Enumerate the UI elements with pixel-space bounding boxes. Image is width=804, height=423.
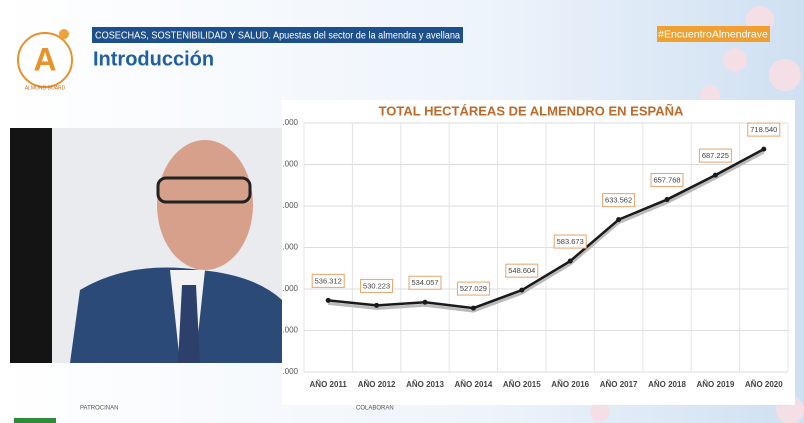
x-tick-label: AÑO 2013 [406, 380, 444, 389]
x-tick-label: AÑO 2017 [600, 380, 638, 389]
point [664, 197, 670, 203]
video [10, 128, 282, 363]
data-label: 527.029 [460, 284, 487, 293]
y-tick-label: 450.000 [269, 367, 298, 376]
x-tick-label: AÑO 2014 [455, 380, 493, 389]
x-tick-label: AÑO 2015 [503, 380, 541, 389]
point [761, 146, 767, 152]
sponsor-logo [14, 418, 56, 423]
data-label: 548.604 [508, 266, 535, 275]
y-tick-label: 600.000 [269, 243, 298, 252]
logo [17, 32, 73, 88]
data-label-box [408, 275, 442, 290]
data-label-box [698, 148, 732, 163]
x-tick-label: AÑO 2020 [745, 380, 783, 389]
data-label: 534.057 [411, 278, 438, 287]
y-tick-label: 550.000 [269, 284, 298, 293]
point [422, 299, 428, 305]
point [712, 172, 718, 178]
x-tick-label: AÑO 2016 [551, 380, 589, 389]
footer-left: PATROCINAN [80, 406, 118, 412]
chart-panel [282, 100, 795, 405]
x-tick-label: AÑO 2012 [358, 380, 396, 389]
hashtag: #EncuentroAlmendrave [658, 28, 768, 40]
y-tick-label: 700.000 [269, 160, 298, 169]
point [374, 302, 380, 308]
footer-right: COLABORAN [356, 406, 394, 412]
data-label-box [311, 273, 345, 288]
point [616, 217, 622, 223]
x-tick-label: AÑO 2011 [310, 380, 348, 389]
data-label: 657.768 [653, 176, 680, 185]
banner-text: COSECHAS, SOSTENIBILIDAD Y SALUD. Apuest… [95, 29, 460, 41]
data-label: 536.312 [315, 276, 342, 285]
data-label: 687.225 [702, 151, 729, 160]
point [567, 258, 573, 264]
x-tick-label: AÑO 2019 [697, 380, 735, 389]
logo-dot [59, 29, 69, 39]
y-tick-label: 500.000 [269, 326, 298, 335]
data-label-box [505, 263, 539, 278]
point [325, 297, 331, 303]
y-tick-label: 650.000 [269, 201, 298, 210]
point [519, 287, 525, 293]
plot: 450.000 500.000 550.000 600.000 650.000 700.0… [269, 118, 789, 389]
section-title: Introducción [93, 48, 214, 70]
data-label-box [747, 122, 781, 137]
banner-box [92, 27, 463, 43]
chart-title: TOTAL HECTÁREAS DE ALMENDRO EN ESPAÑA [379, 103, 684, 118]
data-label-box [360, 278, 394, 293]
logo-text: ALMOND BOARD [25, 85, 66, 91]
data-label: 718.540 [750, 125, 777, 134]
line-shadow [328, 150, 765, 313]
data-label: 583.673 [557, 237, 584, 246]
data-label: 633.562 [605, 196, 632, 205]
logo-letter: A [33, 41, 56, 77]
y-tick-label: 750.000 [269, 118, 298, 127]
point [470, 305, 476, 311]
data-label: 530.223 [363, 281, 390, 290]
data-label-box [456, 281, 490, 296]
data-label-box [553, 234, 587, 249]
hashtag-box [657, 26, 770, 42]
x-tick-label: AÑO 2018 [648, 380, 686, 389]
data-label-box [602, 193, 636, 208]
line [328, 148, 765, 310]
data-label-box [650, 173, 684, 188]
